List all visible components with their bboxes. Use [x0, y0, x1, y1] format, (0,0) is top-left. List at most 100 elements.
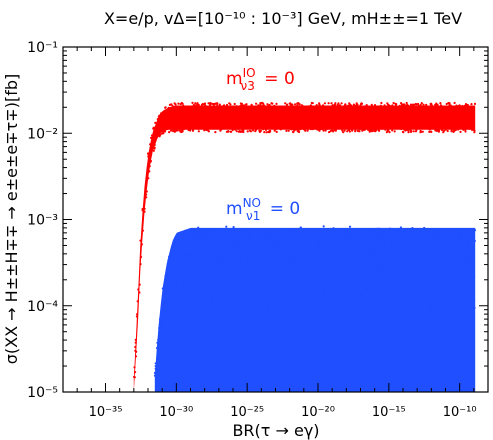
- scatter-point: [438, 297, 441, 300]
- scatter-point: [269, 333, 272, 336]
- scatter-point: [402, 247, 405, 250]
- scatter-point: [428, 263, 431, 267]
- scatter-point: [149, 160, 152, 163]
- scatter-point: [380, 101, 383, 105]
- scatter-point: [261, 343, 264, 346]
- scatter-point: [203, 250, 206, 253]
- scatter-point: [226, 337, 229, 341]
- scatter-point: [423, 106, 426, 109]
- scatter-point: [455, 106, 459, 109]
- scatter-point: [412, 313, 415, 316]
- scatter-point: [135, 315, 138, 318]
- scatter-point: [172, 371, 175, 374]
- scatter-point: [207, 230, 210, 233]
- scatter-point: [411, 234, 415, 237]
- scatter-point: [265, 105, 268, 108]
- scatter-point: [459, 228, 462, 231]
- scatter-point: [337, 348, 340, 351]
- scatter-point: [248, 129, 251, 132]
- scatter-point: [297, 266, 300, 269]
- scatter-point: [395, 103, 398, 106]
- scatter-point: [192, 233, 195, 236]
- scatter-point: [237, 243, 240, 246]
- scatter-point: [254, 248, 257, 251]
- scatter-point: [134, 345, 137, 349]
- scatter-point: [285, 129, 288, 132]
- scatter-point: [431, 234, 434, 237]
- scatter-point: [360, 230, 363, 233]
- scatter-point: [460, 266, 463, 269]
- scatter-point: [319, 246, 322, 250]
- scatter-point: [267, 266, 270, 269]
- scatter-point: [272, 245, 275, 248]
- scatter-point: [428, 247, 432, 250]
- scatter-point: [241, 277, 244, 280]
- scatter-point: [303, 230, 307, 233]
- scatter-point: [462, 128, 465, 131]
- scatter-point: [268, 103, 271, 107]
- scatter-point: [188, 282, 191, 285]
- scatter-point: [428, 330, 431, 333]
- scatter-point: [177, 275, 180, 278]
- scatter-point: [233, 254, 236, 257]
- scatter-point: [165, 302, 168, 305]
- scatter-point: [296, 104, 299, 107]
- scatter-point: [177, 232, 180, 235]
- scatter-point: [174, 105, 177, 108]
- scatter-point: [230, 263, 233, 266]
- scatter-point: [369, 126, 372, 129]
- scatter-point: [223, 104, 226, 107]
- scatter-point: [363, 230, 366, 233]
- scatter-point: [332, 284, 336, 287]
- scatter-point: [194, 252, 197, 255]
- scatter-point: [265, 314, 268, 317]
- scatter-point: [434, 250, 438, 253]
- scatter-point: [439, 102, 442, 105]
- scatter-point: [458, 273, 461, 276]
- scatter-point: [444, 126, 447, 129]
- scatter-point: [210, 302, 213, 305]
- scatter-point: [138, 291, 141, 294]
- scatter-point: [421, 248, 424, 251]
- plot-frame: [62, 46, 489, 393]
- scatter-point: [346, 130, 349, 133]
- scatter-point: [360, 258, 363, 261]
- scatter-point: [271, 290, 274, 293]
- scatter-point: [469, 258, 472, 261]
- scatter-point: [396, 337, 399, 340]
- scatter-point: [417, 105, 420, 108]
- scatter-point: [285, 106, 288, 109]
- scatter-point: [249, 263, 252, 266]
- scatter-point: [296, 281, 299, 284]
- scatter-point: [401, 130, 405, 133]
- scatter-point: [159, 323, 162, 326]
- scatter-point: [270, 252, 273, 255]
- scatter-point: [301, 105, 304, 108]
- scatter-point: [173, 313, 176, 317]
- scatter-point: [436, 312, 439, 315]
- scatter-point: [202, 233, 205, 236]
- scatter-point: [133, 376, 136, 379]
- scatter-point: [362, 244, 365, 247]
- scatter-point: [233, 102, 236, 106]
- scatter-point: [374, 247, 377, 250]
- scatter-point: [139, 263, 142, 266]
- scatter-point: [347, 261, 350, 265]
- scatter-point: [371, 229, 374, 232]
- scatter-point: [259, 102, 262, 105]
- scatter-point: [178, 306, 181, 309]
- scatter-point: [275, 130, 278, 133]
- scatter-point: [390, 241, 393, 244]
- scatter-point: [396, 298, 399, 301]
- scatter-point: [206, 276, 209, 279]
- scatter-point: [448, 250, 451, 253]
- scatter-point: [457, 251, 460, 254]
- scatter-point: [384, 249, 388, 252]
- scatter-point: [282, 233, 285, 236]
- scatter-point: [242, 130, 245, 134]
- scatter-point: [445, 102, 448, 106]
- scatter-point: [292, 240, 295, 243]
- scatter-point: [309, 266, 312, 270]
- scatter-point: [342, 131, 345, 134]
- scatter-point: [384, 328, 387, 331]
